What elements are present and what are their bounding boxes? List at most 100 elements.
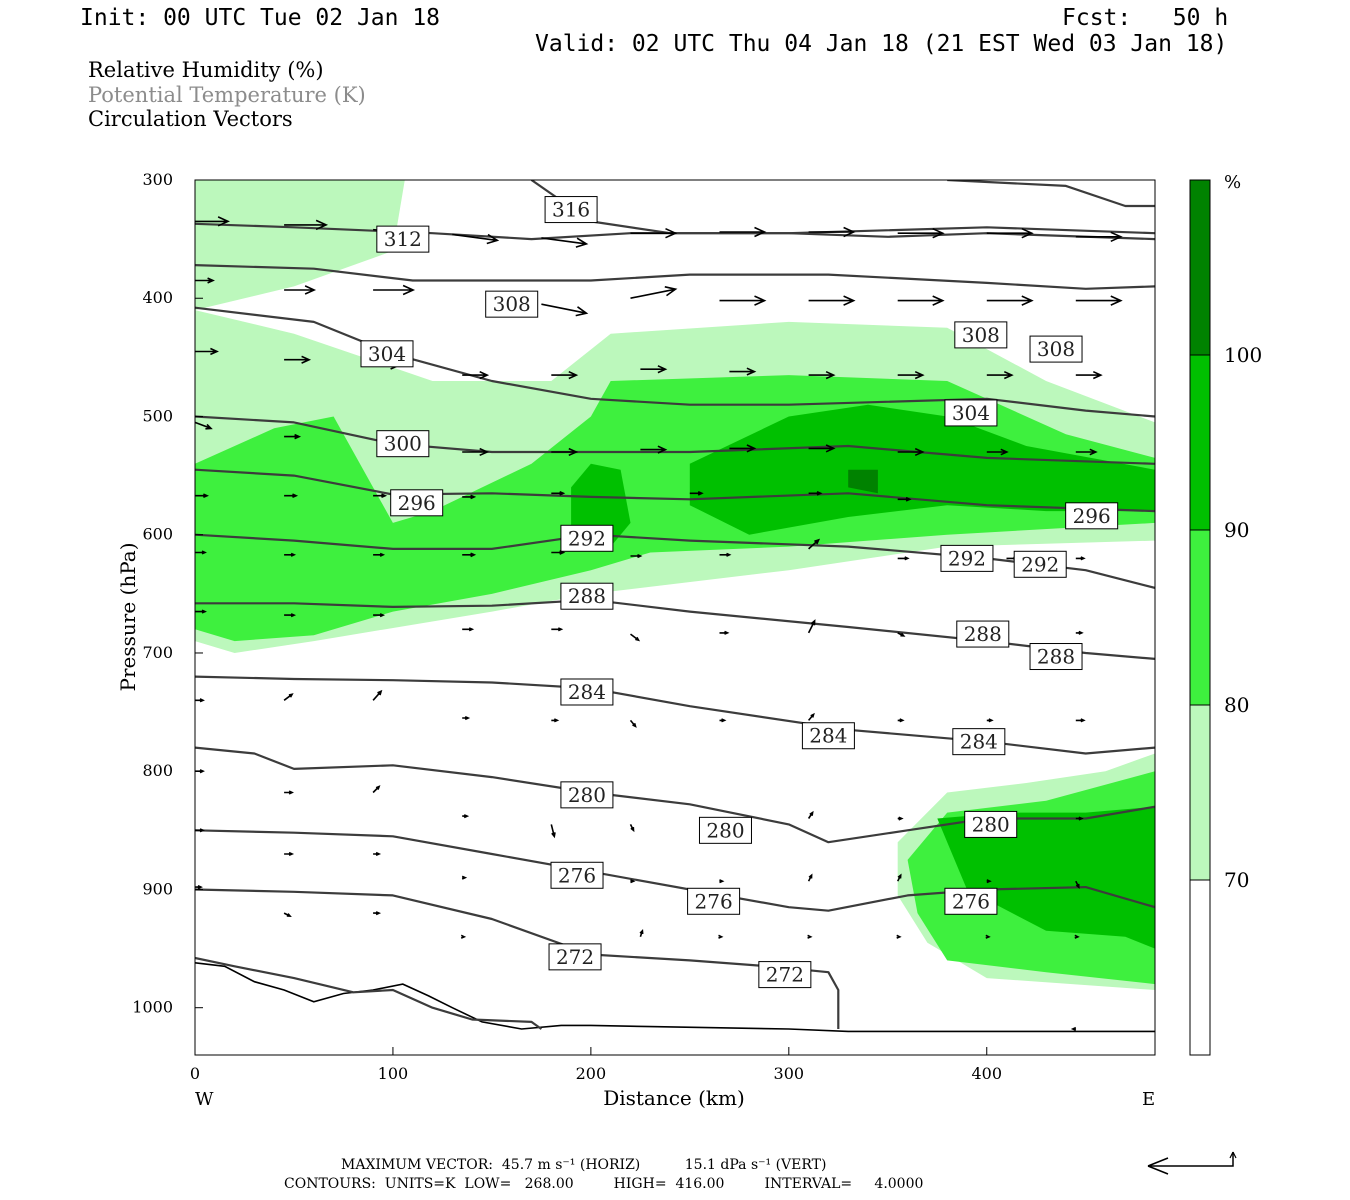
vector-arrow-34 [462,447,490,457]
vector-arrow-100 [630,879,636,884]
contour-label-284-17: 284 [801,722,855,750]
vector-arrow-95 [195,828,205,833]
contour-label-308-4: 308 [1029,335,1083,363]
contour-label-box [360,340,414,368]
contour-label-box [698,816,752,844]
vector-arrow-4 [541,237,589,248]
x-tick-label: 300 [774,1064,805,1083]
contour-label-text: 288 [568,584,606,608]
vector-arrow-111 [718,934,724,939]
x-endpoint-east: E [1142,1089,1155,1110]
legend-theta: Potential Temperature (K) [88,83,366,107]
vector-arrow-20 [1075,295,1123,306]
contour-label-text: 292 [948,546,986,570]
vector-arrow-58 [808,538,821,550]
vector-arrow-53 [373,552,386,557]
forecast-hour: Fcst: 50 h [1062,5,1229,31]
valid-time: Valid: 02 UTC Thu 04 Jan 18 (21 EST Wed … [535,31,1228,57]
contour-label-box [376,225,430,253]
vector-arrow-76 [462,715,471,721]
y-tick-label: 700 [142,643,173,662]
contour-label-box [560,678,614,706]
vector-arrow-78 [629,719,637,728]
vector-arrow-29 [897,370,925,380]
isentropes [195,180,1155,1030]
contour-label-308-3: 308 [954,321,1008,349]
vector-arrow-63 [284,613,297,618]
contour-label-box [944,399,998,427]
vector-arrow-114 [985,934,991,939]
contour-label-box [687,887,741,915]
contour-label-312-1: 312 [376,225,430,253]
vector-arrow-46 [551,490,566,496]
vector-arrow-24 [462,370,490,380]
contour-label-text: 280 [972,812,1010,836]
vector-arrow-25 [551,370,579,380]
contour-label-box [560,781,614,809]
vector-arrow-44 [373,493,388,499]
contour-label-text: 296 [398,491,436,515]
vector-arrow-64 [373,613,386,618]
vector-arrow-26 [640,365,668,374]
isentrope-304-4 [195,306,1155,418]
contour-label-308-2: 308 [485,290,539,318]
rh-region-100-5 [848,469,878,494]
vector-arrow-67 [630,633,641,642]
contour-label-292-11: 292 [940,544,994,572]
contour-label-text: 280 [706,818,744,842]
vector-arrow-51 [195,550,207,555]
contour-label-box [940,544,994,572]
colorbar-label: 80 [1224,693,1249,717]
footer-max-vector: MAXIMUM VECTOR: 45.7 m s⁻¹ (HORIZ) 15.1 … [341,1157,827,1173]
vector-arrow-68 [719,630,730,635]
contour-label-box [560,524,614,552]
contour-label-text: 276 [558,863,596,887]
colorbar-label: 70 [1224,868,1249,892]
vector-arrow-96 [284,851,295,857]
vector-arrow-79 [719,718,727,723]
contour-label-box [954,321,1008,349]
colorbar-label: 100 [1224,343,1262,367]
contour-label-box [544,196,598,224]
contour-label-box [964,810,1018,838]
vector-arrow-48 [808,490,823,496]
isentrope-272-12 [195,888,840,1029]
colorbar: 100 90 80 70 [1189,179,1262,1056]
vector-arrow-40 [986,448,1009,456]
contour-label-text: 284 [568,680,606,704]
vector-arrow-39 [897,447,925,457]
circulation-vectors [195,216,1123,1032]
contour-label-text: 288 [1037,645,1075,669]
vector-arrow-6 [719,226,767,238]
contour-label-288-14: 288 [956,620,1010,648]
contour-label-box [956,620,1010,648]
contour-label-box [1065,502,1119,530]
vector-arrow-80 [807,712,815,721]
contour-label-text: 276 [695,889,733,913]
x-axis-label: Distance (km) [603,1086,745,1110]
vector-arrow-77 [551,718,560,723]
rh-region-90-3 [689,404,1155,535]
vector-arrow-97 [373,851,382,857]
colorbar-segment [1190,530,1210,705]
vector-arrow-37 [729,444,757,453]
contour-label-280-20: 280 [698,816,752,844]
contour-label-272-25: 272 [548,943,602,971]
vector-arrow-98 [461,875,468,880]
contour-label-276-22: 276 [550,861,604,889]
colorbar-segment [1190,355,1210,530]
vector-arrow-89 [629,824,635,833]
vector-arrow-49 [897,496,912,502]
contour-label-272-26: 272 [758,961,812,989]
contour-label-box [952,728,1006,756]
contour-label-text: 308 [1037,337,1075,361]
vector-arrow-86 [372,785,381,794]
vector-arrow-42 [195,493,209,499]
vector-arrow-62 [195,609,207,614]
vector-arrow-116 [1070,1026,1077,1032]
vector-arrow-81 [897,718,905,723]
vector-arrow-69 [807,619,816,634]
legend-vectors: Circulation Vectors [88,107,293,131]
contour-label-text: 272 [556,945,594,969]
vector-arrow-61 [1075,556,1086,561]
